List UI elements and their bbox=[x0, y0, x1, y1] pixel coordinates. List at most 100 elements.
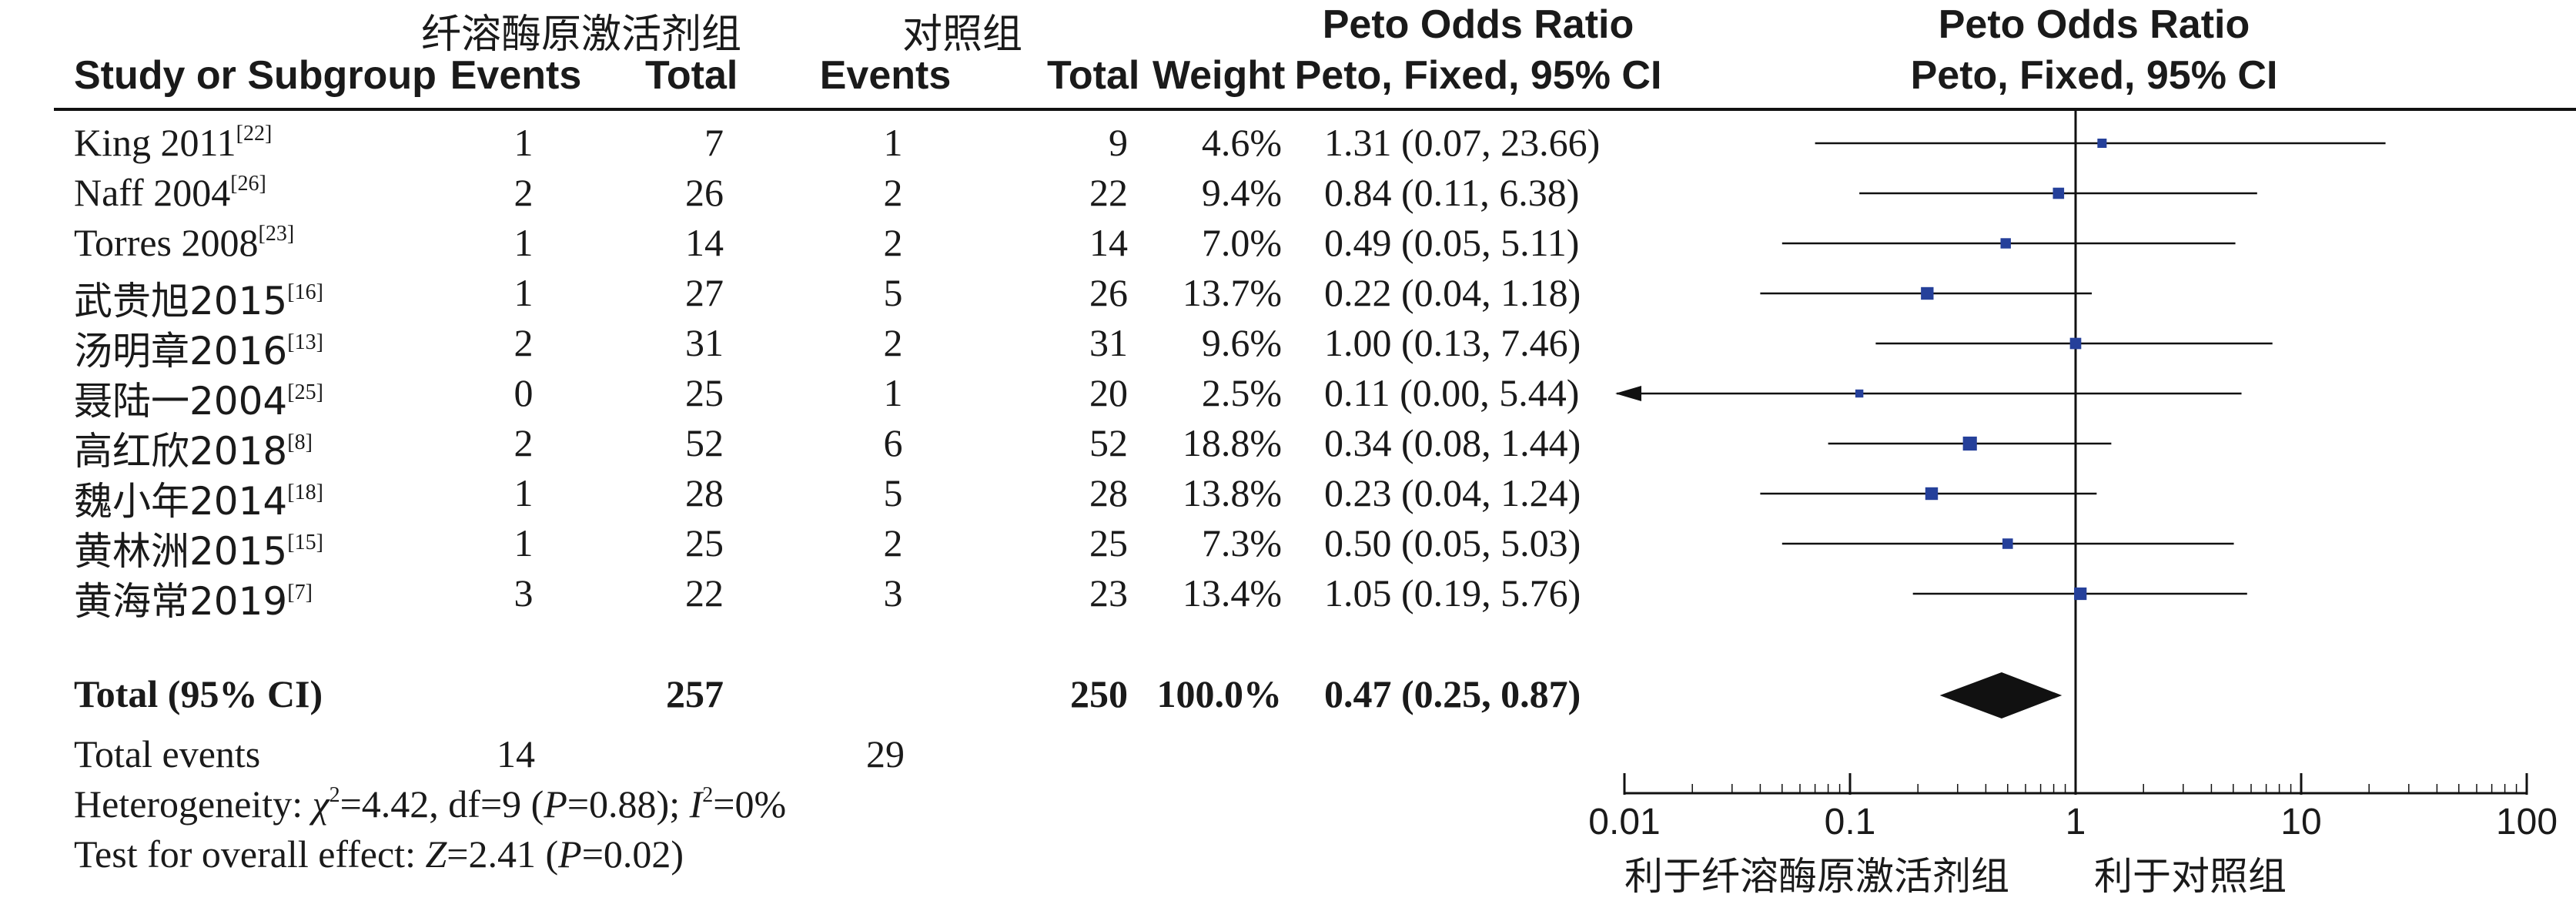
total-exp: 25 bbox=[685, 371, 724, 414]
total-ctl: 31 bbox=[1089, 321, 1128, 364]
events-ctl: 2 bbox=[883, 321, 903, 364]
study-marker bbox=[2069, 337, 2082, 350]
total-events-label: Total events bbox=[74, 732, 261, 775]
axis-tick-label: 100 bbox=[2495, 802, 2558, 842]
total-events-row: Total events 14 29 bbox=[0, 732, 1001, 778]
events-ctl: 6 bbox=[883, 421, 903, 464]
total-exp: 22 bbox=[685, 571, 724, 615]
ci-arrow-left bbox=[1615, 386, 1641, 401]
total-ctl: 23 bbox=[1089, 571, 1128, 615]
total-exp: 27 bbox=[685, 271, 724, 314]
or-title-table: Peto Odds Ratio bbox=[1322, 2, 1634, 47]
or-subtitle-table: Peto, Fixed, 95% CI bbox=[1294, 53, 1662, 98]
study-name: 武贵旭2015[16] bbox=[74, 279, 323, 323]
total-exp: 25 bbox=[685, 521, 724, 564]
header-total-ctl: Total bbox=[1047, 53, 1140, 98]
study-marker bbox=[1921, 286, 1934, 300]
events-exp: 1 bbox=[514, 271, 534, 314]
total-exp: 14 bbox=[685, 221, 724, 264]
weight: 9.6% bbox=[1201, 321, 1282, 364]
total-ctl: 22 bbox=[1089, 171, 1128, 214]
study-row: 黄林洲2015[15] 1 25 2 25 7.3% 0.50 (0.05, 5… bbox=[0, 521, 1617, 574]
odds-ratio-ci: 1.31 (0.07, 23.66) bbox=[1324, 121, 1601, 164]
study-marker bbox=[2052, 187, 2065, 199]
events-ctl: 1 bbox=[883, 121, 903, 164]
study-row: 聂陆一2004[25] 0 25 1 20 2.5% 0.11 (0.00, 5… bbox=[0, 370, 1617, 424]
study-row: 武贵旭2015[16] 1 27 5 26 13.7% 0.22 (0.04, … bbox=[0, 270, 1617, 323]
total-ctl: 26 bbox=[1089, 271, 1128, 314]
events-exp: 0 bbox=[514, 371, 534, 414]
or-subtitle-plot: Peto, Fixed, 95% CI bbox=[1910, 53, 2278, 98]
events-exp: 2 bbox=[514, 321, 534, 364]
study-marker bbox=[2000, 238, 2011, 249]
study-name: 黄海常2019[7] bbox=[74, 579, 313, 624]
study-row: 汤明章2016[13] 2 31 2 31 9.6% 1.00 (0.13, 7… bbox=[0, 320, 1617, 373]
events-exp: 1 bbox=[514, 521, 534, 564]
overall-effect-test: Test for overall effect: Z=2.41 (P=0.02) bbox=[74, 832, 684, 876]
study-row: Naff 2004[26] 2 26 2 22 9.4% 0.84 (0.11,… bbox=[0, 170, 1617, 216]
events-exp: 2 bbox=[514, 171, 534, 214]
or-title-plot: Peto Odds Ratio bbox=[1938, 2, 2250, 47]
odds-ratio-ci: 0.11 (0.00, 5.44) bbox=[1324, 371, 1580, 414]
total-row: Total (95% CI) 257 250 100.0% 0.47 (0.25… bbox=[0, 672, 1617, 718]
study-name: Torres 2008[23] bbox=[74, 221, 295, 264]
events-ctl: 5 bbox=[883, 471, 903, 514]
study-row: 高红欣2018[8] 2 52 6 52 18.8% 0.34 (0.08, 1… bbox=[0, 420, 1617, 474]
total-label: Total (95% CI) bbox=[74, 672, 323, 715]
events-exp: 1 bbox=[514, 121, 534, 164]
study-marker bbox=[2002, 538, 2013, 549]
study-marker bbox=[1925, 487, 1939, 501]
total-exp: 31 bbox=[685, 321, 724, 364]
group-header-control: 对照组 bbox=[902, 12, 1022, 58]
total-exp: 7 bbox=[704, 121, 724, 164]
header-study: Study or Subgroup bbox=[74, 53, 437, 98]
events-ctl: 2 bbox=[883, 171, 903, 214]
weight: 18.8% bbox=[1182, 421, 1282, 464]
events-exp: 1 bbox=[514, 221, 534, 264]
study-marker bbox=[2074, 587, 2087, 601]
header-events-exp: Events bbox=[450, 53, 582, 98]
events-ctl: 2 bbox=[883, 221, 903, 264]
weight: 7.0% bbox=[1201, 221, 1282, 264]
header-total-exp: Total bbox=[645, 53, 738, 98]
header-events-ctl: Events bbox=[819, 53, 952, 98]
study-name: 魏小年2014[18] bbox=[74, 479, 323, 524]
odds-ratio-ci: 0.34 (0.08, 1.44) bbox=[1324, 421, 1581, 464]
study-row: Torres 2008[23] 1 14 2 14 7.0% 0.49 (0.0… bbox=[0, 220, 1617, 266]
axis-tick-label: 0.1 bbox=[1824, 802, 1876, 842]
events-ctl: 1 bbox=[883, 371, 903, 414]
events-ctl: 2 bbox=[883, 521, 903, 564]
weight: 7.3% bbox=[1201, 521, 1282, 564]
odds-ratio-ci: 0.49 (0.05, 5.11) bbox=[1324, 221, 1580, 264]
study-row: 魏小年2014[18] 1 28 5 28 13.8% 0.23 (0.04, … bbox=[0, 471, 1617, 524]
total-ctl: 25 bbox=[1089, 521, 1128, 564]
total-ctl: 52 bbox=[1089, 421, 1128, 464]
odds-ratio-ci: 0.23 (0.04, 1.24) bbox=[1324, 471, 1581, 514]
study-name: 聂陆一2004[25] bbox=[74, 379, 323, 424]
events-ctl: 5 bbox=[883, 271, 903, 314]
study-name: Naff 2004[26] bbox=[74, 171, 266, 214]
odds-ratio-ci: 0.50 (0.05, 5.03) bbox=[1324, 521, 1581, 564]
total-exp: 26 bbox=[685, 171, 724, 214]
odds-ratio-ci: 0.22 (0.04, 1.18) bbox=[1324, 271, 1581, 314]
weight: 4.6% bbox=[1201, 121, 1282, 164]
total-ctl: 9 bbox=[1109, 121, 1128, 164]
study-name: 高红欣2018[8] bbox=[74, 429, 313, 474]
total-ctl: 20 bbox=[1089, 371, 1128, 414]
total-ctl: 14 bbox=[1089, 221, 1128, 264]
study-name: 汤明章2016[13] bbox=[74, 329, 323, 373]
total-exp: 52 bbox=[685, 421, 724, 464]
pooled-diamond bbox=[1939, 672, 2062, 718]
pooled-odds-ratio-ci: 0.47 (0.25, 0.87) bbox=[1324, 672, 1581, 715]
total-weight: 100.0% bbox=[1156, 672, 1283, 715]
odds-ratio-ci: 1.05 (0.19, 5.76) bbox=[1324, 571, 1581, 615]
weight: 13.4% bbox=[1182, 571, 1282, 615]
total-exp: 257 bbox=[666, 672, 724, 715]
weight: 2.5% bbox=[1201, 371, 1282, 414]
total-ctl: 28 bbox=[1089, 471, 1128, 514]
study-marker bbox=[2097, 138, 2107, 149]
group-header-experimental: 纤溶酶原激活剂组 bbox=[420, 12, 741, 58]
study-marker bbox=[1962, 436, 1977, 451]
weight: 9.4% bbox=[1201, 171, 1282, 214]
